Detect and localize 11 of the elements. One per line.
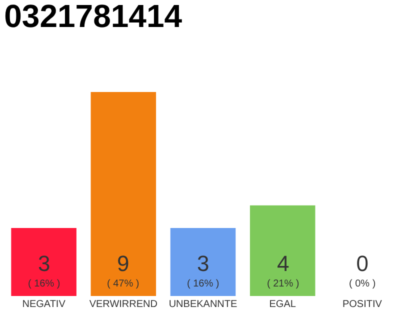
data-label: 4 ( 21% ): [267, 251, 300, 290]
data-label: 9 ( 47% ): [107, 251, 140, 290]
data-label: 3 ( 16% ): [28, 251, 60, 290]
x-tick-label: UNBEKANNTE: [168, 299, 238, 310]
x-tick-label: EGAL: [269, 299, 296, 310]
data-label: 0 ( 0% ): [349, 251, 376, 290]
x-tick-label: NEGATIV: [22, 299, 66, 310]
data-label: 3 ( 16% ): [187, 251, 220, 290]
x-tick-label: VERWIRREND: [89, 299, 158, 310]
chart-title: 0321781414: [4, 0, 182, 34]
x-tick-label: POSITIV: [342, 299, 382, 310]
